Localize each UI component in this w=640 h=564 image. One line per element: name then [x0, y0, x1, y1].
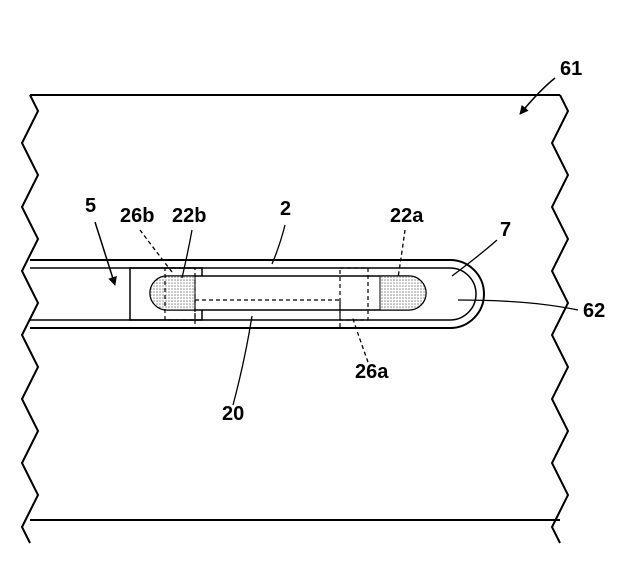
leader-l5	[95, 222, 115, 285]
drawing-root	[22, 95, 568, 543]
label-l20: 20	[222, 403, 244, 425]
outer-left-break	[22, 95, 38, 543]
leader-l22b	[182, 230, 192, 278]
label-l7: 7	[500, 219, 511, 241]
labels-root: 61 62 5 26b 22b 2 22a 7 20 26a	[85, 58, 605, 425]
leader-l2	[272, 225, 285, 264]
leader-l26a	[352, 316, 368, 362]
label-l2: 2	[280, 198, 291, 220]
leader-l26b	[140, 230, 172, 272]
capsule-end-22b	[150, 276, 195, 310]
label-l22b: 22b	[172, 205, 206, 227]
label-l22a: 22a	[390, 205, 424, 227]
label-l61: 61	[560, 58, 582, 80]
leader-l62	[458, 300, 578, 310]
outer-right-break	[552, 95, 568, 543]
diagram-canvas: 61 62 5 26b 22b 2 22a 7 20 26a	[0, 0, 640, 564]
label-l26b: 26b	[120, 205, 154, 227]
leader-l20	[233, 316, 252, 405]
label-l62: 62	[583, 300, 605, 322]
label-l26a: 26a	[355, 361, 389, 383]
leader-l22a	[398, 230, 405, 278]
label-l5: 5	[85, 195, 96, 217]
capsule-end-22a	[380, 276, 426, 310]
